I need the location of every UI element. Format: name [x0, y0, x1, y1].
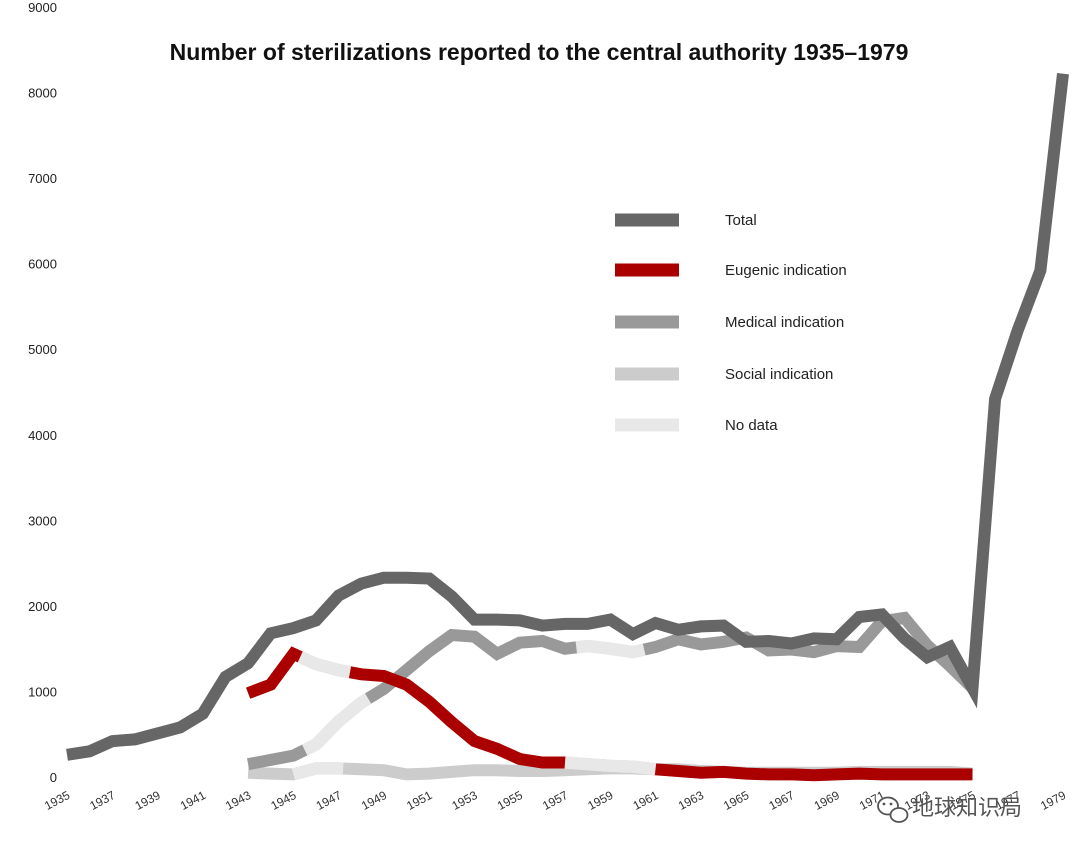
series-line-total: [66, 73, 1069, 761]
y-tick-label: 6000: [28, 257, 57, 272]
wechat-icon: [877, 796, 909, 823]
x-tick-label: 1945: [268, 788, 298, 813]
x-tick-label: 1971: [857, 788, 887, 813]
y-axis-ticks: 0 1000 2000 3000 4000 5000 6000 7000 8000 9000: [28, 0, 57, 785]
x-tick-label: 1951: [404, 788, 434, 813]
legend-label-eugenic-indication: Eugenic indication: [725, 262, 847, 279]
x-tick-label: 1941: [178, 788, 208, 813]
x-tick-label: 1939: [133, 788, 163, 813]
y-tick-label: 9000: [28, 0, 57, 15]
plot-lines: [66, 73, 1069, 782]
no-data-segment: [297, 651, 352, 679]
y-tick-label: 1000: [28, 684, 57, 699]
legend-label-total: Total: [725, 212, 757, 229]
no-data-segment: [291, 762, 344, 781]
x-tick-label: 1953: [450, 788, 480, 813]
x-tick-label: 1935: [42, 788, 72, 813]
no-data-segment: [564, 756, 657, 776]
x-tick-label: 1969: [812, 788, 842, 813]
x-tick-label: 1959: [585, 788, 615, 813]
y-tick-label: 3000: [28, 513, 57, 528]
x-tick-label: 1937: [87, 788, 117, 813]
x-tick-label: 1963: [676, 788, 706, 813]
no-data-segment: [575, 639, 646, 659]
x-tick-label: 1949: [359, 788, 389, 813]
y-tick-label: 5000: [28, 342, 57, 357]
legend-label-no-data: No data: [725, 417, 778, 434]
x-tick-label: 1979: [1038, 788, 1068, 813]
x-tick-label: 1957: [540, 788, 570, 813]
y-tick-label: 8000: [28, 86, 57, 101]
y-tick-label: 7000: [28, 171, 57, 186]
watermark-text: 地球知识局: [912, 796, 1022, 821]
legend-label-medical-indication: Medical indication: [725, 314, 844, 331]
y-tick-label: 4000: [28, 428, 57, 443]
x-tick-label: 1955: [495, 788, 525, 813]
no-data-segment: [301, 693, 372, 756]
x-tick-label: 1967: [766, 788, 796, 813]
series-line-eugenic-indication: [245, 646, 973, 782]
x-tick-label: 1943: [223, 788, 253, 813]
x-tick-label: 1965: [721, 788, 751, 813]
y-tick-label: 0: [50, 770, 57, 785]
legend-label-social-indication: Social indication: [725, 366, 833, 383]
watermark: 地球知识局: [877, 796, 1022, 823]
y-tick-label: 2000: [28, 599, 57, 614]
x-tick-label: 1947: [314, 788, 344, 813]
x-tick-label: 1961: [631, 788, 661, 813]
chart-title: Number of sterilizations reported to the…: [170, 39, 909, 65]
series-line-medical-indication: [246, 611, 977, 771]
legend: Total Eugenic indication Medical indicatio…: [615, 212, 847, 434]
